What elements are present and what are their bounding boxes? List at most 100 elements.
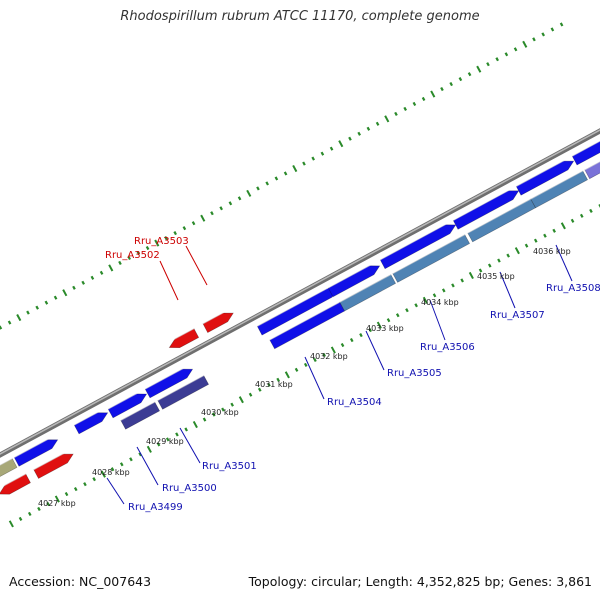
outer-major-tick [108,264,114,272]
gene-Rru_A3501-bevel [144,368,184,390]
gene-olive-left-bevel [0,458,13,466]
outer-minor-tick [136,250,141,256]
inner-minor-tick [543,233,547,238]
inner-minor-tick [349,337,354,343]
outer-major-tick [62,289,68,297]
tick-label-8: 4034 kbp [421,298,459,307]
inner-major-tick [54,495,60,503]
map-title: Rhodospirillum rubrum ATCC 11170, comple… [120,9,480,24]
outer-minor-tick [0,325,3,330]
inner-minor-tick [441,288,446,293]
outer-minor-tick [357,131,361,136]
outer-minor-tick [237,196,242,201]
inner-minor-tick [110,467,115,472]
outer-major-tick [430,90,436,98]
inner-minor-tick [395,313,400,318]
gene-Rru_A3503-bevel [202,312,225,325]
cds-Rru_A3506-bevel [392,234,466,274]
outer-major-tick [384,115,390,123]
inner-minor-tick [92,477,96,482]
outer-minor-tick [99,270,104,275]
inner-major-tick [8,520,14,528]
leader-Rru_A3506 [429,299,446,341]
tick-label-10: 4036 kbp [533,247,571,256]
outer-major-tick [246,189,252,197]
inner-minor-tick [405,308,409,313]
inner-minor-tick [386,318,391,323]
inner-minor-tick [27,511,32,517]
outer-minor-tick [348,136,352,141]
outer-minor-tick [265,181,269,186]
inner-minor-tick [211,412,216,417]
label-Rru_A3503: Rru_A3503 [134,236,189,247]
inner-major-tick [422,296,428,304]
outer-minor-tick [302,161,306,166]
outer-minor-tick [403,106,407,111]
tick-label-1: 4027 kbp [38,499,76,508]
outer-minor-tick [394,111,398,116]
inner-tick-ring [8,204,600,528]
outer-minor-tick [329,146,334,151]
inner-minor-tick [73,487,78,492]
label-Rru_A3500: Rru_A3500 [162,483,217,494]
label-Rru_A3506: Rru_A3506 [420,342,475,353]
label-Rru_A3507: Rru_A3507 [490,310,545,321]
outer-minor-tick [440,86,444,92]
inner-minor-tick [18,516,23,521]
outer-minor-tick [366,126,371,131]
inner-minor-tick [524,243,529,248]
label-Rru_A3501: Rru_A3501 [202,461,257,472]
outer-minor-tick [412,101,417,107]
inner-minor-tick [506,253,510,258]
inner-minor-tick [313,357,317,362]
inner-minor-tick [276,377,280,382]
outer-minor-tick [550,27,555,32]
cds-Rru_A3501-bevel [157,375,205,401]
gene-Rru_A3508-bevel [516,160,565,187]
inner-minor-tick [322,352,326,358]
inner-minor-tick [46,501,50,507]
inner-minor-tick [359,333,363,338]
outer-minor-tick [311,156,315,161]
inner-minor-tick [64,492,69,497]
outer-minor-tick [541,32,545,37]
tick-label-6: 4032 kbp [310,352,348,361]
inner-minor-tick [230,402,234,407]
leader-Rru_A3504 [304,356,325,400]
outer-minor-tick [173,231,177,236]
outer-minor-tick [182,226,187,231]
gene-Rru_A3505-bevel [328,264,371,289]
leader-Rru_A3501 [179,427,201,464]
inner-minor-tick [175,432,179,437]
outer-tick-ring [0,22,564,330]
inner-minor-tick [497,258,501,263]
inner-major-tick [146,445,152,453]
gene-olive-left [0,458,18,477]
outer-minor-tick [504,52,509,57]
outer-major-tick [338,140,344,148]
inner-minor-tick [83,482,87,487]
gene-blue-left-bevel [14,438,49,458]
outer-major-tick [154,239,160,247]
gene-right-edge [571,140,600,166]
inner-minor-tick [570,218,575,223]
inner-minor-tick [533,238,538,243]
gene-Rru_A3506-bevel [380,223,447,261]
inner-minor-tick [432,293,437,298]
inner-minor-tick [267,382,271,387]
outer-minor-tick [26,310,30,315]
gene-right-edge-bevel [572,140,600,157]
inner-minor-tick [156,442,161,447]
outer-minor-tick [210,211,214,216]
tick-label-4: 4030 kbp [201,408,239,417]
gene-Rru_A3502-bevel [173,328,195,340]
inner-major-tick [514,247,520,255]
genome-backbone [0,128,600,458]
backbone-line [0,128,600,458]
cds-right-edge [584,161,600,180]
cds-Rru_A3508-bevel [530,170,584,200]
cds-Rru_A3500-bevel [120,401,156,421]
gene-Rru_A3504-bevel [257,287,329,327]
genome-stats-text: Topology: circular; Length: 4,352,825 bp… [248,574,592,589]
inner-major-tick [560,222,566,230]
